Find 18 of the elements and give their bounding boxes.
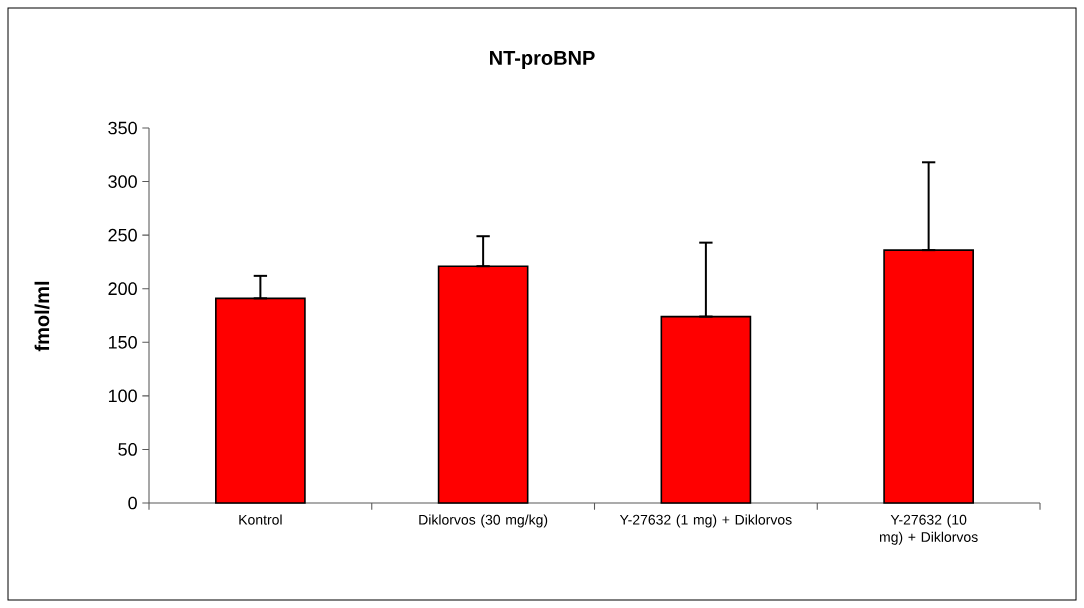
bar	[883, 249, 974, 504]
chart-title: NT-proBNP	[490, 51, 595, 69]
y-tick-label: 350	[108, 121, 137, 135]
bar	[660, 315, 752, 504]
y-tick-label: 100	[108, 389, 137, 403]
x-tick-label: Y-27632 (1 mg) + Diklorvos	[619, 514, 792, 528]
y-tick-label: 200	[108, 282, 137, 296]
x-tick-label: Kontrol	[239, 514, 282, 525]
y-tick-label: 250	[108, 228, 137, 242]
y-tick-label: 0	[128, 496, 137, 510]
y-tick-label: 150	[108, 335, 137, 349]
bar	[215, 297, 306, 504]
x-tick-label: Y-27632 (10 mg) + Diklorvos	[879, 514, 978, 545]
x-tick-label: Diklorvos (30 mg/kg)	[419, 514, 548, 528]
y-axis-title: fmol/ml	[34, 281, 50, 352]
y-tick-label: 50	[118, 443, 137, 456]
y-tick-label: 300	[108, 175, 137, 188]
bar	[437, 265, 529, 504]
